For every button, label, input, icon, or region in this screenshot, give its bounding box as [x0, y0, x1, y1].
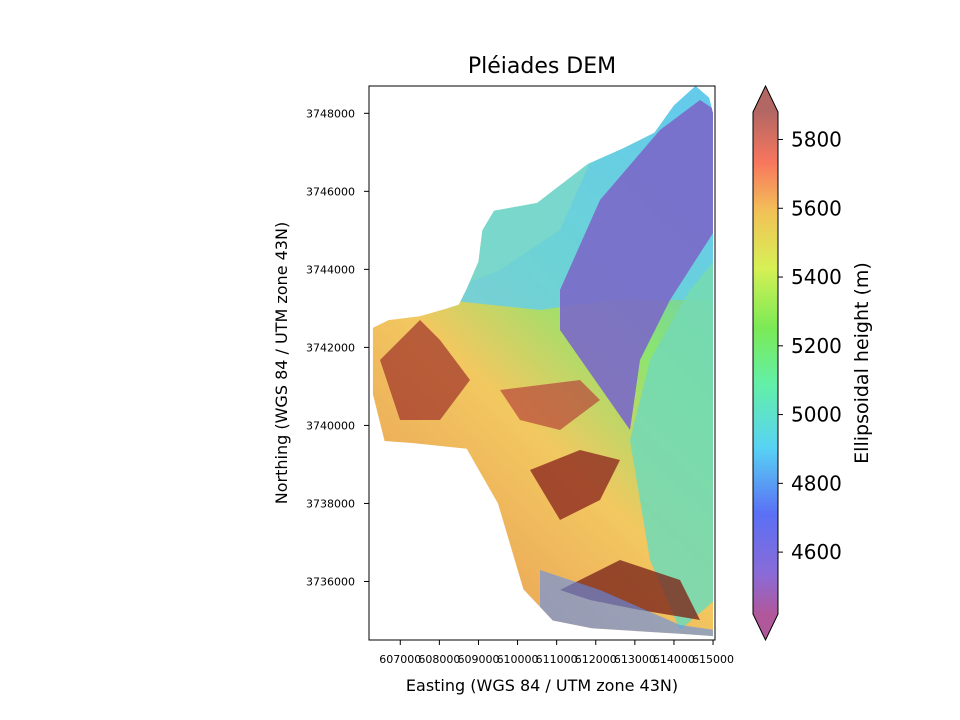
x-tick-label: 612000	[575, 653, 617, 666]
x-tick-label: 608000	[418, 653, 460, 666]
y-tick-label: 3738000	[306, 497, 355, 510]
colorbar-gradient	[753, 112, 778, 614]
y-tick-label: 3746000	[306, 185, 355, 198]
x-tick-label: 610000	[497, 653, 539, 666]
y-tick-label: 3744000	[306, 263, 355, 276]
colorbar: 4600 4800 5000 5200 5400 5600 5800 Ellipsoidal…	[752, 84, 873, 642]
x-tick-label: 607000	[379, 653, 421, 666]
colorbar-tick-label: 5200	[791, 334, 842, 358]
colorbar-tick-label: 5400	[791, 265, 842, 289]
plot-frame	[368, 85, 716, 641]
y-tick-label: 3736000	[306, 575, 355, 588]
colorbar-extend-top	[753, 86, 778, 112]
x-tick-label: 613000	[614, 653, 656, 666]
colorbar-tick-label: 4800	[791, 471, 842, 495]
x-tick-label: 609000	[457, 653, 499, 666]
x-axis: 6070006080006090006100006110006120006130…	[379, 640, 734, 666]
x-axis-label: Easting (WGS 84 / UTM zone 43N)	[406, 676, 678, 695]
colorbar-label: Ellipsoidal height (m)	[851, 262, 873, 464]
y-axis-label: Northing (WGS 84 / UTM zone 43N)	[272, 222, 291, 504]
x-tick-label: 611000	[536, 653, 578, 666]
colorbar-tick-label: 5000	[791, 403, 842, 427]
colorbar-outline	[752, 84, 779, 642]
x-tick-label: 614000	[653, 653, 695, 666]
colorbar-tick-label: 4600	[791, 540, 842, 564]
y-tick-label: 3740000	[306, 419, 355, 432]
y-tick-label: 3748000	[306, 107, 355, 120]
y-tick-label: 3742000	[306, 341, 355, 354]
colorbar-tick-label: 5800	[791, 128, 842, 152]
colorbar-extend-bottom	[753, 614, 778, 640]
y-axis: 3736000 3738000 3740000 3742000 3744000 37460…	[306, 107, 369, 588]
dem-raster	[372, 86, 713, 637]
chart-title: Pléiades DEM	[468, 54, 616, 79]
colorbar-tick-label: 5600	[791, 196, 842, 220]
x-tick-label: 615000	[692, 653, 734, 666]
